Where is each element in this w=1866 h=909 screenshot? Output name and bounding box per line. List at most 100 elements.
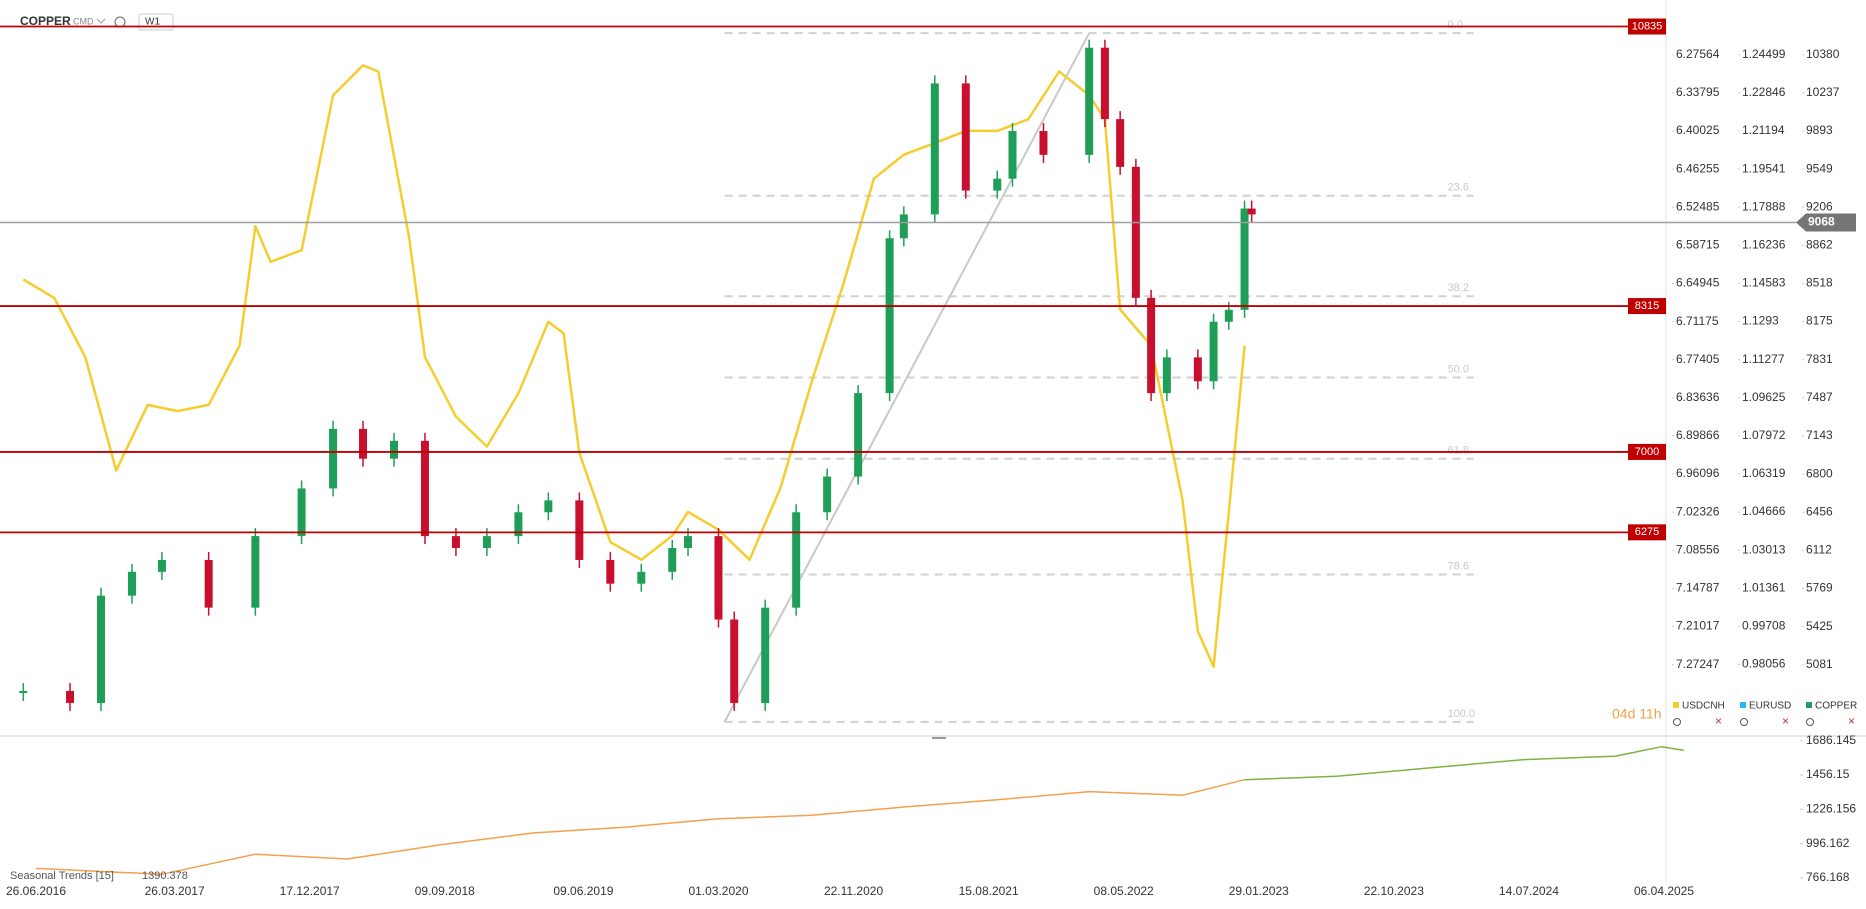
y-tick-label: 6.52485 [1676, 199, 1720, 213]
candle [930, 83, 939, 215]
y-tick-label: 8518 [1806, 276, 1833, 290]
candle [606, 559, 615, 584]
y-tick-label: 1.24499 [1742, 47, 1786, 61]
level-label: 6275 [1635, 526, 1659, 538]
trendline [723, 32, 1091, 723]
fib-label: 38.2 [1448, 282, 1469, 294]
legend-item[interactable]: EURUSD × [1740, 701, 1791, 729]
candle [792, 512, 801, 608]
x-tick-label: 08.05.2022 [1094, 884, 1154, 898]
candle [668, 547, 677, 572]
y-tick-label: 6456 [1806, 504, 1833, 518]
last-price-label: 9068 [1808, 215, 1835, 229]
legend-item[interactable]: USDCNH × [1673, 701, 1725, 729]
candle [19, 690, 28, 693]
legend-label: COPPER [1815, 701, 1857, 712]
y-tick-label: 6.27564 [1676, 47, 1720, 61]
candle [961, 83, 970, 191]
candle [730, 619, 739, 703]
symbol[interactable]: COPPER [20, 14, 71, 28]
legend-item[interactable]: COPPER × [1806, 701, 1857, 729]
candle [1240, 208, 1249, 310]
y-tick-label: 9206 [1806, 199, 1833, 213]
y-tick-label: 10380 [1806, 47, 1840, 61]
candle [1039, 131, 1048, 155]
x-tick-label: 29.01.2023 [1229, 884, 1289, 898]
y-tick-label: 6112 [1806, 543, 1832, 557]
fib-label: 23.6 [1448, 182, 1469, 194]
fib-label: 0.0 [1448, 19, 1463, 31]
candle [714, 536, 723, 620]
y-tick-label: 1.04666 [1742, 504, 1786, 518]
y-tick-label: 1.14583 [1742, 276, 1786, 290]
candle [96, 595, 105, 703]
candle [420, 440, 429, 537]
y-tick-label: 10237 [1806, 85, 1840, 99]
y-tick-label: 5769 [1806, 581, 1833, 595]
x-tick-label: 26.06.2016 [6, 884, 66, 898]
seasonal-line [1244, 745, 1684, 781]
y-tick-label: 1.01361 [1742, 580, 1786, 594]
candle [1209, 321, 1218, 382]
timeframe[interactable]: W1 [145, 17, 160, 28]
y-tick-label: 0.98056 [1742, 657, 1786, 671]
y-tick-label: 996.162 [1806, 836, 1850, 850]
seasonal-line [35, 778, 1245, 876]
x-tick-label: 01.03.2020 [688, 884, 748, 898]
dropdown-icon[interactable] [96, 18, 106, 24]
x-tick-label: 17.12.2017 [280, 884, 340, 898]
y-tick-label: 0.99708 [1742, 619, 1786, 633]
y-tick-label: 1.07972 [1742, 428, 1786, 442]
y-tick-label: 1226.156 [1806, 801, 1856, 815]
candle [544, 500, 553, 513]
y-tick-label: 6.77405 [1676, 352, 1720, 366]
candle [885, 238, 894, 394]
y-tick-label: 7.27247 [1676, 657, 1720, 671]
level-label: 7000 [1635, 446, 1659, 458]
candle [823, 476, 832, 513]
y-tick-label: 1.06319 [1742, 466, 1786, 480]
legend-eye [1673, 718, 1681, 726]
candle [66, 690, 75, 703]
y-tick-label: 5081 [1806, 657, 1833, 671]
price-line [22, 64, 1246, 669]
candle [204, 559, 213, 608]
candle [575, 500, 584, 560]
candle [761, 607, 770, 703]
candle [451, 536, 460, 548]
candle [1162, 357, 1171, 394]
y-tick-label: 6.96096 [1676, 466, 1720, 480]
y-tick-label: 6.83636 [1676, 390, 1720, 404]
timeframe-box[interactable] [138, 13, 174, 31]
level-tag [1628, 443, 1666, 460]
candle [514, 512, 523, 537]
candle [359, 428, 368, 459]
y-tick-label: 1.17888 [1742, 199, 1786, 213]
candle [854, 393, 863, 477]
level-label: 8315 [1635, 300, 1659, 312]
y-tick-label: 1.09625 [1742, 390, 1786, 404]
candle [251, 536, 260, 608]
candle [637, 571, 646, 584]
candle [1085, 47, 1094, 155]
legend-label: USDCNH [1682, 701, 1725, 712]
y-tick-label: 1.1293 [1742, 314, 1779, 328]
y-tick-label: 5425 [1806, 619, 1833, 633]
y-tick-label: 8175 [1806, 314, 1833, 328]
level-tag [1628, 524, 1666, 541]
x-tick-label: 22.11.2020 [824, 884, 883, 898]
y-tick-label: 6800 [1806, 466, 1833, 480]
legend-label: EURUSD [1749, 701, 1791, 712]
y-tick-label: 6.40025 [1676, 123, 1720, 137]
level-tag [1628, 298, 1666, 315]
y-tick-label: 6.46255 [1676, 161, 1720, 175]
y-tick-label: 9549 [1806, 161, 1833, 175]
x-tick-label: 09.06.2019 [553, 884, 613, 898]
y-tick-label: 1.22846 [1742, 85, 1786, 99]
legend-eye [1740, 718, 1748, 726]
y-tick-label: 1.21194 [1742, 123, 1785, 137]
legend-swatch [1740, 702, 1746, 708]
candle [482, 536, 491, 548]
